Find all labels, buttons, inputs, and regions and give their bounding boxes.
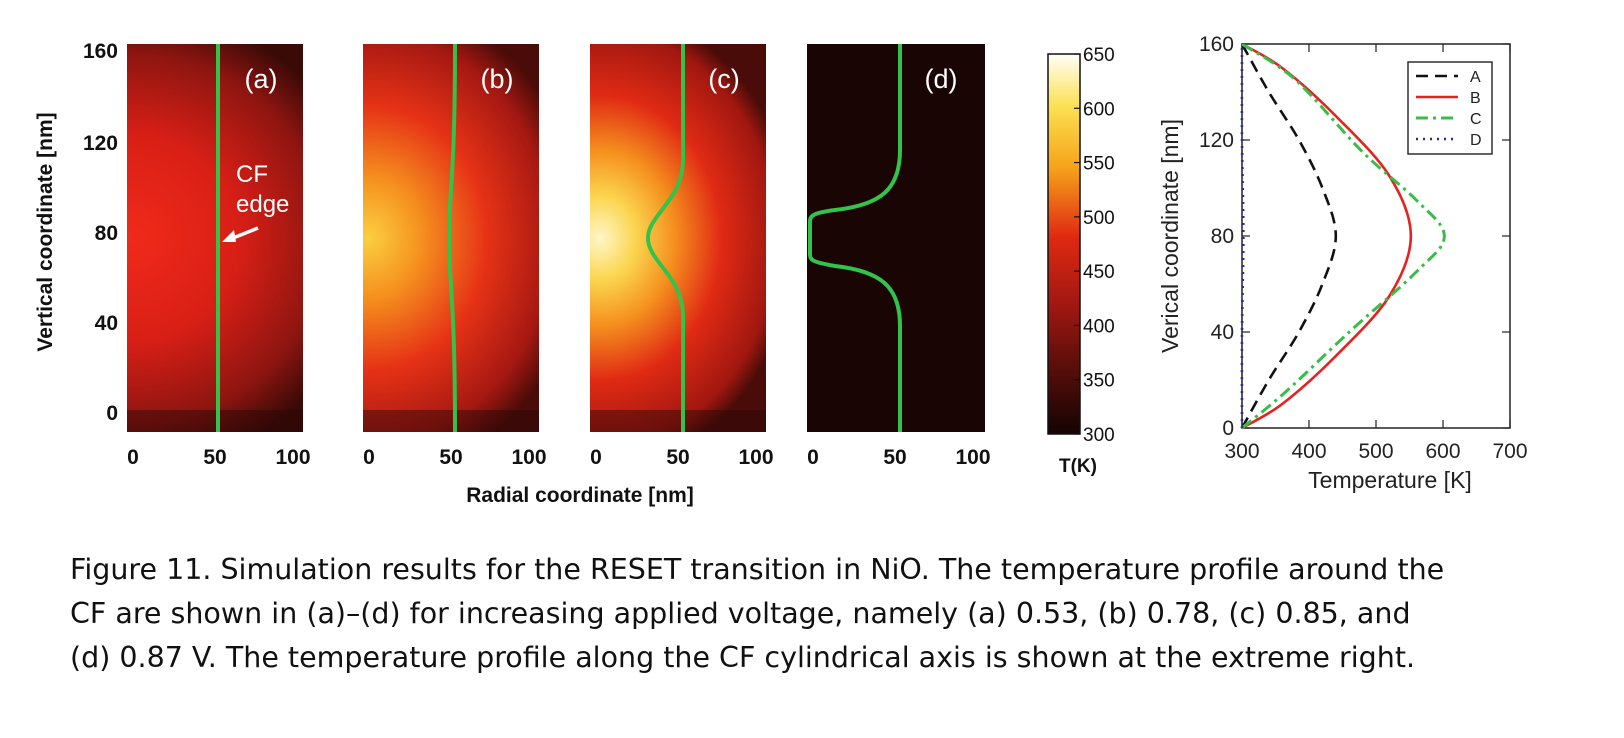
colorbar-tick-label: 550 bbox=[1083, 154, 1115, 175]
x-tick-label: 100 bbox=[511, 446, 546, 469]
y-tick-label: 160 bbox=[1199, 33, 1234, 56]
legend-box bbox=[1407, 61, 1493, 155]
x-tick-label: 700 bbox=[1492, 440, 1527, 463]
heatmap-c bbox=[590, 44, 766, 432]
colorbar-tick-label: 300 bbox=[1083, 425, 1115, 446]
x-axis-label: Radial coordinate [nm] bbox=[466, 484, 694, 507]
heatmap-bottom-fringe bbox=[363, 410, 539, 432]
legend-label-D: D bbox=[1470, 132, 1482, 149]
y-tick-label: 120 bbox=[83, 132, 118, 155]
series-line-A bbox=[1240, 44, 1338, 429]
x-tick-label: 100 bbox=[955, 446, 990, 469]
caption-line-2: CF are shown in (a)–(d) for increasing a… bbox=[70, 597, 1411, 630]
panel-label-a: (a) bbox=[245, 64, 278, 94]
colorbar-tick-label: 500 bbox=[1083, 208, 1115, 229]
line-x-axis-label: Temperature [K] bbox=[1308, 467, 1472, 493]
y-tick-label: 80 bbox=[1211, 225, 1234, 248]
cf-edge-line bbox=[645, 44, 685, 432]
annotation-cf: CF bbox=[236, 161, 268, 188]
y-tick-label: 40 bbox=[1211, 321, 1234, 344]
series-line-D bbox=[1240, 44, 1245, 429]
panel-label-b: (b) bbox=[481, 64, 514, 94]
colorbar-tick-label: 400 bbox=[1083, 316, 1115, 337]
x-tick-label: 100 bbox=[275, 446, 310, 469]
panel-label-d: (d) bbox=[925, 64, 958, 94]
heatmap-d bbox=[807, 44, 985, 432]
y-tick-label: 160 bbox=[83, 40, 118, 63]
x-tick-label: 0 bbox=[127, 446, 139, 469]
colorbar-tick-label: 600 bbox=[1083, 99, 1115, 120]
annotation-edge: edge bbox=[236, 191, 289, 218]
x-tick-label: 300 bbox=[1224, 440, 1259, 463]
x-tick-label: 500 bbox=[1358, 440, 1393, 463]
cf-edge-line bbox=[446, 44, 457, 432]
x-tick-label: 50 bbox=[203, 446, 226, 469]
figure-caption: Figure 11. Simulation results for the RE… bbox=[70, 548, 1590, 680]
annotation-arrow-head bbox=[222, 230, 236, 242]
y-tick-label: 80 bbox=[95, 222, 118, 245]
x-tick-label: 600 bbox=[1425, 440, 1460, 463]
colorbar-tick-label: 650 bbox=[1083, 45, 1115, 66]
line-y-axis-label: Verical coordinate [nm] bbox=[1157, 119, 1183, 353]
x-tick-label: 0 bbox=[807, 446, 819, 469]
colorbar-tick-label: 350 bbox=[1083, 371, 1115, 392]
y-tick-label: 120 bbox=[1199, 129, 1234, 152]
y-axis-label: Vertical coordinate [nm] bbox=[34, 112, 57, 351]
panel-label-c: (c) bbox=[708, 64, 739, 94]
cf-edge-line bbox=[808, 44, 902, 432]
heatmap-bottom-fringe bbox=[127, 410, 303, 432]
legend-label-A: A bbox=[1470, 69, 1481, 86]
caption-line-3: (d) 0.87 V. The temperature profile alon… bbox=[70, 641, 1416, 674]
y-tick-label: 0 bbox=[1222, 417, 1234, 440]
heatmap-bottom-fringe bbox=[590, 410, 766, 432]
colorbar: 650 600 550 500 450 400 350 300 T(K) bbox=[1047, 45, 1115, 477]
legend-label-C: C bbox=[1470, 111, 1482, 128]
x-tick-label: 100 bbox=[738, 446, 773, 469]
x-tick-label: 50 bbox=[666, 446, 689, 469]
heatmap-panels: (a) 0 50 100 (b) 0 50 100 (c) 0 50 100 (d) 0 50 100 160 1… bbox=[34, 40, 991, 507]
legend-label-B: B bbox=[1470, 90, 1481, 107]
heatmap-a bbox=[127, 44, 303, 432]
series-line-C bbox=[1241, 44, 1446, 429]
x-tick-label: 0 bbox=[363, 446, 375, 469]
y-tick-label: 40 bbox=[95, 312, 118, 335]
series-line-B bbox=[1241, 44, 1413, 429]
x-tick-label: 50 bbox=[883, 446, 906, 469]
x-tick-label: 50 bbox=[439, 446, 462, 469]
y-tick-label: 0 bbox=[106, 402, 118, 425]
colorbar-tick-label: 450 bbox=[1083, 262, 1115, 283]
temperature-profile-chart: 300 400 500 600 700 0 40 80 120 160 Temperature [K… bbox=[1157, 33, 1528, 493]
x-tick-label: 400 bbox=[1291, 440, 1326, 463]
x-tick-label: 0 bbox=[590, 446, 602, 469]
colorbar-unit-label: T(K) bbox=[1059, 456, 1097, 477]
colorbar-gradient bbox=[1047, 53, 1081, 435]
caption-line-1: Figure 11. Simulation results for the RE… bbox=[70, 553, 1445, 586]
